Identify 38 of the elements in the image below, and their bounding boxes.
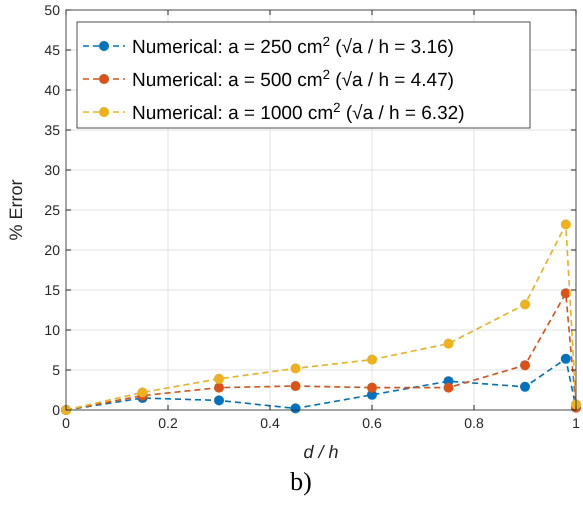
y-tick-label: 0 (52, 402, 60, 418)
y-tick-label: 40 (44, 82, 60, 98)
point (214, 374, 224, 384)
legend-label: Numerical: a = 250 cm$^{2}$ (√a / h = 3.16) (132, 34, 454, 58)
x-tick-label: 0 (62, 415, 70, 431)
point (560, 354, 571, 364)
point (367, 382, 377, 393)
y-tick-label: 10 (44, 322, 60, 338)
point (560, 219, 571, 230)
point (520, 299, 530, 310)
point (444, 382, 454, 393)
x-tick-label: 0.4 (260, 415, 280, 431)
point (214, 395, 224, 406)
x-axis-title: d / h (303, 442, 339, 462)
point (290, 381, 300, 391)
y-tick-label: 30 (44, 162, 60, 178)
legend-label: Numerical: a = 1000 cm$^{2}$ (√a / h = 6.32) (132, 100, 465, 124)
legend-label: Numerical: a = 500 cm$^{2}$ (√a / h = 4.47) (132, 66, 454, 91)
point (138, 387, 148, 398)
y-tick-label: 45 (44, 42, 60, 58)
y-tick-label: 35 (44, 122, 60, 138)
y-tick-label: 50 (44, 2, 60, 18)
y-tick-label: 20 (44, 242, 60, 258)
y-axis-title: % Error (6, 179, 26, 241)
x-tick-label: 0.2 (158, 415, 178, 431)
x-tick-label: 0.8 (464, 415, 484, 431)
text: b) (290, 467, 312, 496)
point (520, 360, 530, 370)
point (520, 382, 530, 392)
y-tick-label: 5 (52, 362, 60, 378)
point (444, 338, 454, 349)
y-tick-label: 15 (44, 282, 60, 298)
point (290, 363, 300, 374)
y-tick-label: 25 (44, 202, 60, 218)
x-tick-label: 1 (572, 415, 580, 431)
point (367, 354, 377, 365)
x-tick-label: 0.6 (362, 415, 382, 431)
point (214, 382, 224, 393)
